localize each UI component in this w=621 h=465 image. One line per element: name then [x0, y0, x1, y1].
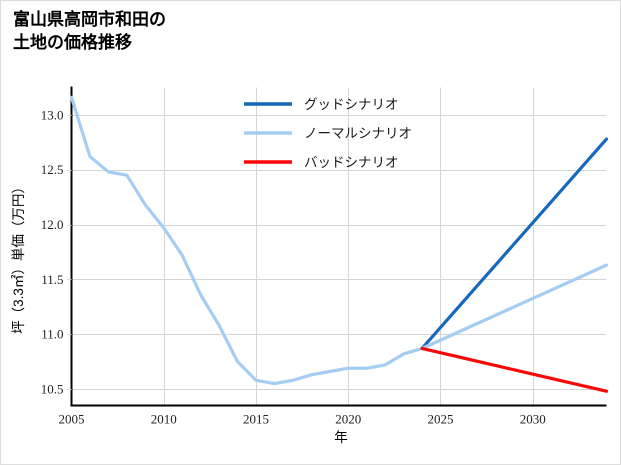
- y-axis-title: 坪（3.3㎡）単価（万円）: [11, 180, 26, 334]
- y-tick-label: 11.5: [41, 272, 63, 287]
- series-line: [420, 346, 609, 393]
- y-tick-label: 13.0: [41, 107, 64, 122]
- x-tick-label: 2030: [520, 412, 546, 427]
- x-tick-label: 2010: [151, 412, 177, 427]
- x-tick-label: 2015: [243, 412, 269, 427]
- data-series-group: [69, 95, 609, 393]
- legend-label: グッドシナリオ: [304, 97, 399, 112]
- x-axis-title: 年: [334, 430, 348, 445]
- y-tick-label: 10.5: [41, 382, 64, 397]
- y-tick-label: 12.0: [41, 217, 64, 232]
- legend-label: ノーマルシナリオ: [304, 126, 412, 141]
- x-tick-label: 2020: [335, 412, 361, 427]
- legend-label: バッドシナリオ: [304, 155, 399, 170]
- x-tick-label: 2005: [59, 412, 85, 427]
- gridlines-group: [71, 87, 607, 406]
- y-tick-labels-group: 10.5 11.0 11.5 12.0 12.5 13.0: [41, 107, 72, 397]
- axis-lines-group: [70, 86, 607, 407]
- x-tick-labels-group: 2005 2010 2015 2020 2025 2030: [59, 412, 546, 427]
- y-tick-label: 12.5: [41, 162, 64, 177]
- x-tick-label: 2025: [427, 412, 453, 427]
- series-line: [69, 95, 609, 386]
- page-title: 富山県高岡市和田の 土地の価格推移: [13, 10, 166, 52]
- y-tick-label: 11.0: [41, 327, 63, 342]
- series-line: [420, 137, 609, 351]
